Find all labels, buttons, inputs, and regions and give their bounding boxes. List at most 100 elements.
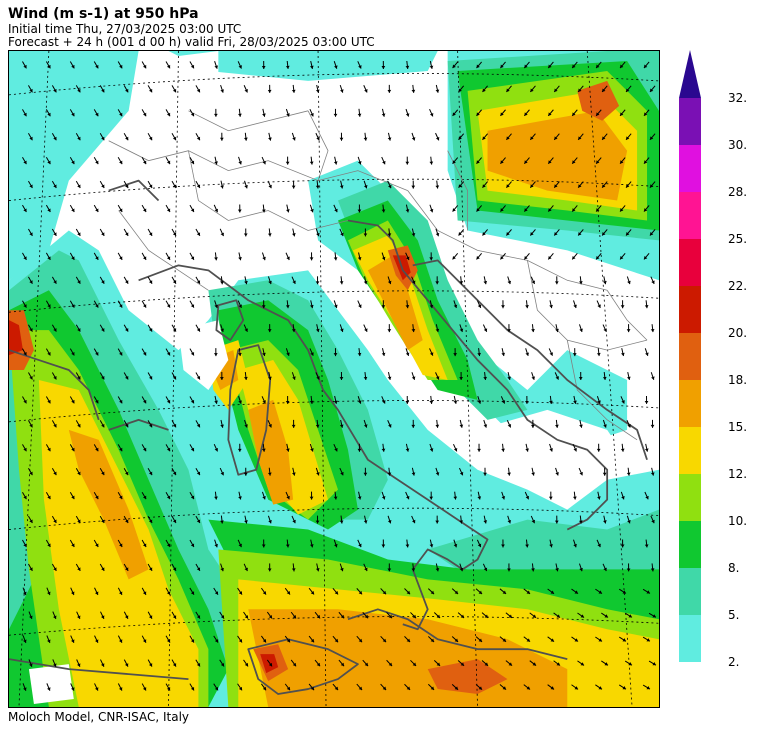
wind-arrow xyxy=(625,133,632,141)
wind-arrow xyxy=(28,659,33,668)
wind-arrow xyxy=(219,228,224,237)
wind-arrow xyxy=(555,467,559,476)
wind-arrow xyxy=(285,60,290,69)
wind-arrow xyxy=(147,372,153,380)
colorbar-segment xyxy=(679,286,701,333)
wind-arrow xyxy=(332,587,339,595)
wind-arrow xyxy=(51,324,57,332)
wind-arrow xyxy=(525,395,529,404)
latitude-line xyxy=(9,73,659,96)
coastline xyxy=(108,418,169,431)
wind-arrow xyxy=(117,204,123,213)
wind-arrow xyxy=(195,468,201,476)
wind-arrow xyxy=(117,683,123,691)
wind-arrow xyxy=(171,180,177,189)
wind-arrow xyxy=(22,252,27,261)
wind-arrow xyxy=(577,181,584,188)
wind-arrow xyxy=(69,491,75,500)
wind-arrow xyxy=(459,515,464,524)
wind-arrow xyxy=(429,60,434,69)
wind-arrow xyxy=(284,635,291,643)
wind-arrow xyxy=(453,443,458,452)
wind-arrow xyxy=(123,276,129,285)
wind-arrow xyxy=(435,467,440,476)
wind-arrow xyxy=(291,515,296,524)
wind-arrow xyxy=(141,252,147,261)
wind-arrow xyxy=(626,324,631,333)
wind-arrow xyxy=(99,468,105,476)
coastlines xyxy=(9,179,648,695)
wind-arrow xyxy=(381,204,386,213)
wind-arrow xyxy=(644,348,649,357)
wind-arrow xyxy=(219,132,224,141)
wind-arrow xyxy=(314,611,321,619)
wind-arrow xyxy=(267,180,272,189)
wind-arrow xyxy=(481,660,489,667)
wind-arrow xyxy=(261,443,266,452)
wind-arrow xyxy=(387,228,392,237)
wind-arrow xyxy=(500,396,506,404)
wind-arrow xyxy=(411,563,416,572)
wind-arrow xyxy=(427,588,435,595)
wind-arrow xyxy=(267,324,272,333)
wind-arrow xyxy=(117,587,123,596)
wind-arrow xyxy=(213,204,218,213)
wind-arrow xyxy=(243,228,248,237)
wind-arrow xyxy=(141,109,147,117)
wind-arrow xyxy=(571,157,578,165)
wind-arrow xyxy=(579,419,583,428)
wind-arrow xyxy=(451,588,459,595)
wind-arrow xyxy=(523,684,531,690)
wind-arrow xyxy=(404,588,411,595)
wind-arrow xyxy=(405,395,410,404)
wind-arrow xyxy=(309,60,314,69)
wind-arrow xyxy=(214,491,218,500)
wind-arrow xyxy=(601,660,609,666)
wind-arrow xyxy=(603,515,607,524)
wind-arrow xyxy=(266,611,273,619)
wind-arrow xyxy=(69,204,75,213)
wind-arrow xyxy=(243,85,248,93)
wind-arrow xyxy=(51,180,57,189)
wind-speed-colorbar xyxy=(679,50,701,662)
wind-arrow xyxy=(476,205,482,212)
wind-arrow xyxy=(650,419,655,428)
wind-arrow xyxy=(573,300,577,309)
wind-arrow xyxy=(75,324,81,332)
wind-arrow xyxy=(28,420,33,428)
wind-arrow xyxy=(214,395,218,404)
wind-arrow xyxy=(554,372,559,380)
colorbar-tick-label: 8. xyxy=(728,561,740,575)
wind-arrow xyxy=(356,683,363,691)
wind-arrow xyxy=(506,229,512,236)
wind-arrow xyxy=(644,443,649,452)
wind-arrow xyxy=(22,635,27,644)
wind-arrow xyxy=(165,587,171,596)
wind-arrow xyxy=(524,491,530,500)
colorbar-segment xyxy=(679,98,701,145)
wind-arrow xyxy=(291,324,296,333)
wind-arrow xyxy=(530,276,536,285)
wind-arrow xyxy=(100,611,105,620)
wind-arrow xyxy=(189,539,195,548)
wind-arrow xyxy=(357,156,362,165)
wind-arrow xyxy=(458,181,465,188)
wind-arrow xyxy=(45,109,51,117)
wind-arrow xyxy=(435,324,440,333)
wind-arrow xyxy=(429,443,434,452)
wind-arrow xyxy=(165,444,171,452)
wind-arrow xyxy=(244,180,248,189)
wind-arrow xyxy=(499,636,507,643)
wind-arrow xyxy=(427,636,435,643)
wind-arrow xyxy=(333,348,338,357)
wind-arrow xyxy=(285,156,290,165)
wind-arrow xyxy=(483,515,488,524)
wind-arrow xyxy=(99,420,105,428)
wind-arrow xyxy=(571,684,579,690)
wind-arrow xyxy=(499,588,507,595)
wind-speed-fill xyxy=(9,51,659,707)
coastline xyxy=(215,299,245,342)
colorbar-tick-label: 20. xyxy=(728,326,748,340)
colorbar-tick-label: 10. xyxy=(728,514,748,528)
wind-arrow xyxy=(644,395,649,404)
